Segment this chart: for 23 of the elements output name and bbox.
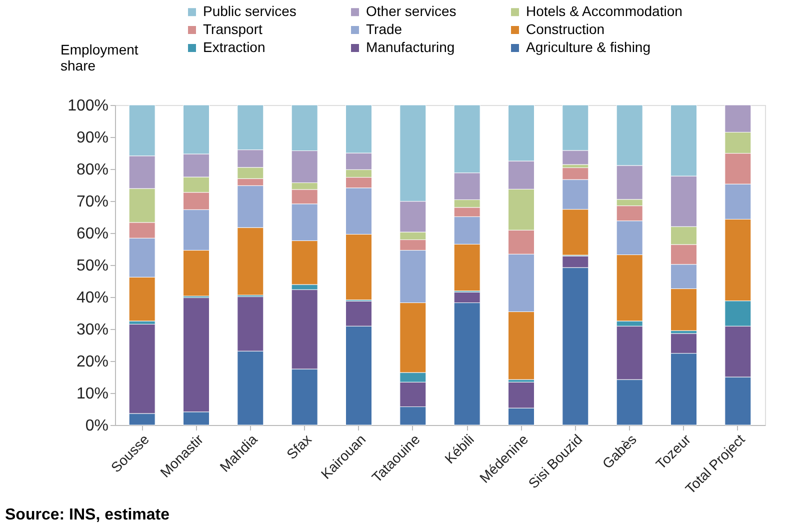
legend-label: Other services — [366, 3, 456, 20]
y-tick-label: 80% — [76, 162, 108, 178]
x-tick-label: Sfax — [283, 431, 314, 462]
y-tick-label: 20% — [76, 354, 108, 370]
y-tick-label: 50% — [76, 258, 108, 274]
y-tick-label: 90% — [76, 130, 108, 146]
legend-label: Extraction — [203, 39, 266, 55]
legend-label: Public services — [203, 3, 296, 20]
source-note: Source: INS, estimate — [5, 506, 170, 523]
y-tick-label: 0% — [85, 418, 108, 434]
y-tick-label: 60% — [76, 226, 108, 242]
legend-label: Transport — [203, 21, 262, 37]
y-tick-label: 100% — [68, 98, 108, 114]
legend-label: Hotels & Accommodation — [526, 3, 682, 20]
legend-label: Manufacturing — [366, 39, 455, 55]
y-axis-title: Employment share — [60, 42, 138, 74]
y-tick-label: 10% — [76, 386, 108, 402]
y-tick-label: 70% — [76, 194, 108, 210]
y-tick-label: 30% — [76, 322, 108, 338]
y-tick-label: 40% — [76, 290, 108, 306]
legend-label: Agriculture & fishing — [526, 39, 651, 55]
legend-label: Construction — [526, 21, 605, 37]
legend-label: Trade — [366, 21, 402, 37]
